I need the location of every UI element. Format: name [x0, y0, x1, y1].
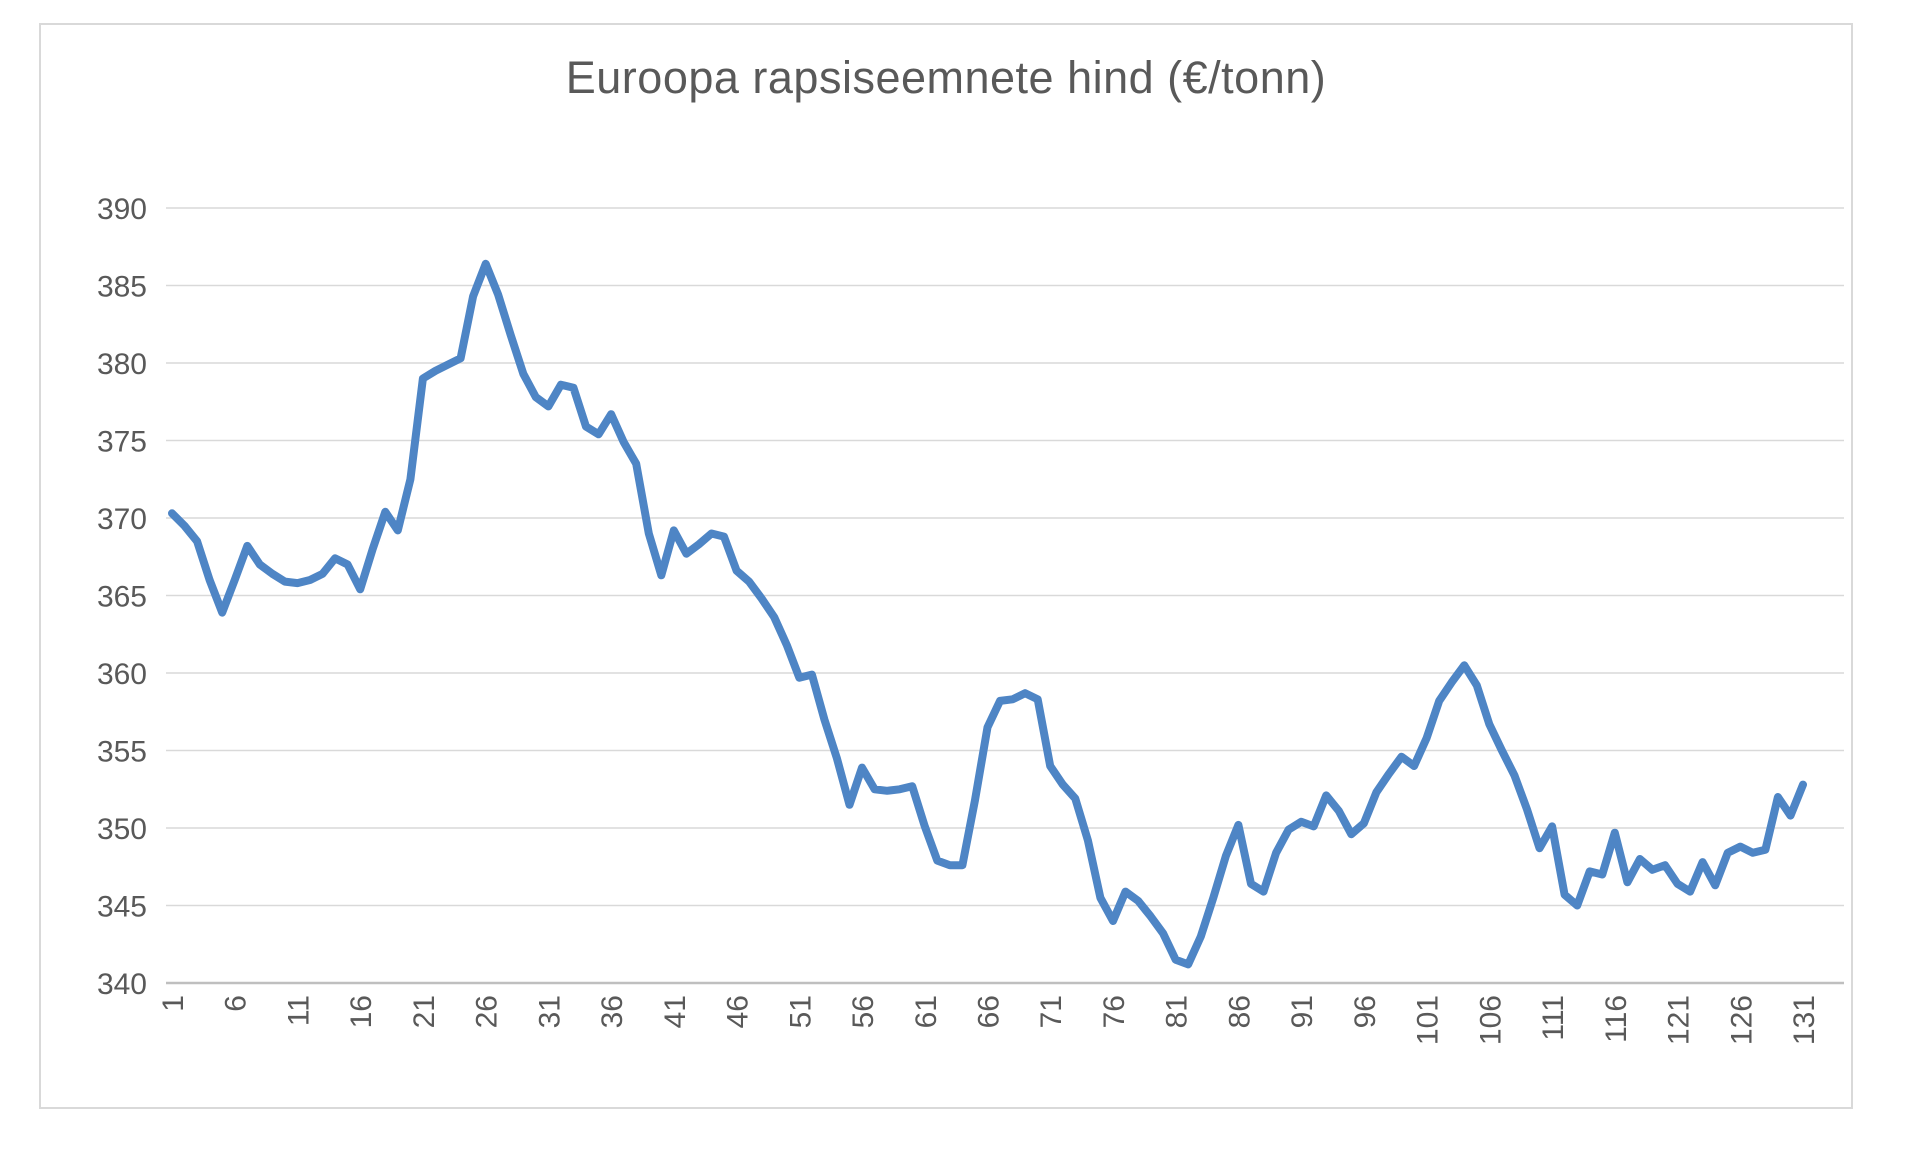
x-axis-tick-label: 56 [847, 995, 880, 1028]
x-axis-tick-label: 26 [471, 995, 504, 1028]
y-axis-tick-label: 350 [97, 813, 147, 846]
x-axis-tick-label: 61 [910, 995, 943, 1028]
x-axis-tick-label: 111 [1537, 995, 1570, 1041]
x-axis-tick-label: 126 [1725, 995, 1758, 1045]
y-axis-tick-label: 360 [97, 658, 147, 691]
x-axis-tick-label: 46 [722, 995, 755, 1028]
y-axis-tick-label: 370 [97, 503, 147, 536]
x-axis-tick-label: 11 [282, 995, 315, 1026]
y-axis-tick-label: 355 [97, 736, 147, 769]
x-axis-tick-label: 81 [1161, 995, 1194, 1028]
y-axis-tick-label: 365 [97, 581, 147, 614]
x-axis-tick-label: 41 [659, 995, 692, 1028]
chart-title: Euroopa rapsiseemnete hind (€/tonn) [565, 52, 1327, 103]
x-axis-tick-label: 51 [784, 995, 817, 1028]
x-axis-tick-label: 116 [1600, 995, 1633, 1043]
y-axis-tick-label: 375 [97, 426, 147, 459]
x-axis-tick-label: 86 [1223, 995, 1256, 1028]
x-axis-tick-label: 101 [1412, 995, 1445, 1045]
y-axis-tick-label: 385 [97, 271, 147, 304]
x-axis-tick-label: 106 [1474, 995, 1507, 1045]
x-axis-tick-label: 16 [345, 995, 378, 1028]
y-axis-tick-label: 345 [97, 891, 147, 924]
x-axis-tick-label: 21 [408, 995, 441, 1028]
y-axis-tick-label: 380 [97, 348, 147, 381]
x-axis-tick-label: 71 [1035, 995, 1068, 1028]
x-axis-tick-label: 66 [973, 995, 1006, 1028]
y-axis-tick-label: 340 [97, 968, 147, 1001]
x-axis-tick-label: 31 [533, 995, 566, 1028]
x-axis-tick-label: 1 [157, 995, 190, 1012]
price-series-line [168, 259, 1807, 969]
chart-frame [39, 23, 1853, 1109]
x-axis-tick-label: 96 [1349, 995, 1382, 1028]
x-axis-tick-label: 91 [1286, 995, 1319, 1028]
x-axis-tick-label: 131 [1788, 995, 1821, 1045]
y-axis-tick-label: 390 [97, 193, 147, 226]
x-axis-tick-label: 6 [220, 995, 253, 1012]
x-axis-tick-label: 121 [1663, 995, 1696, 1045]
x-axis-tick-label: 36 [596, 995, 629, 1028]
x-axis-tick-label: 76 [1098, 995, 1131, 1028]
